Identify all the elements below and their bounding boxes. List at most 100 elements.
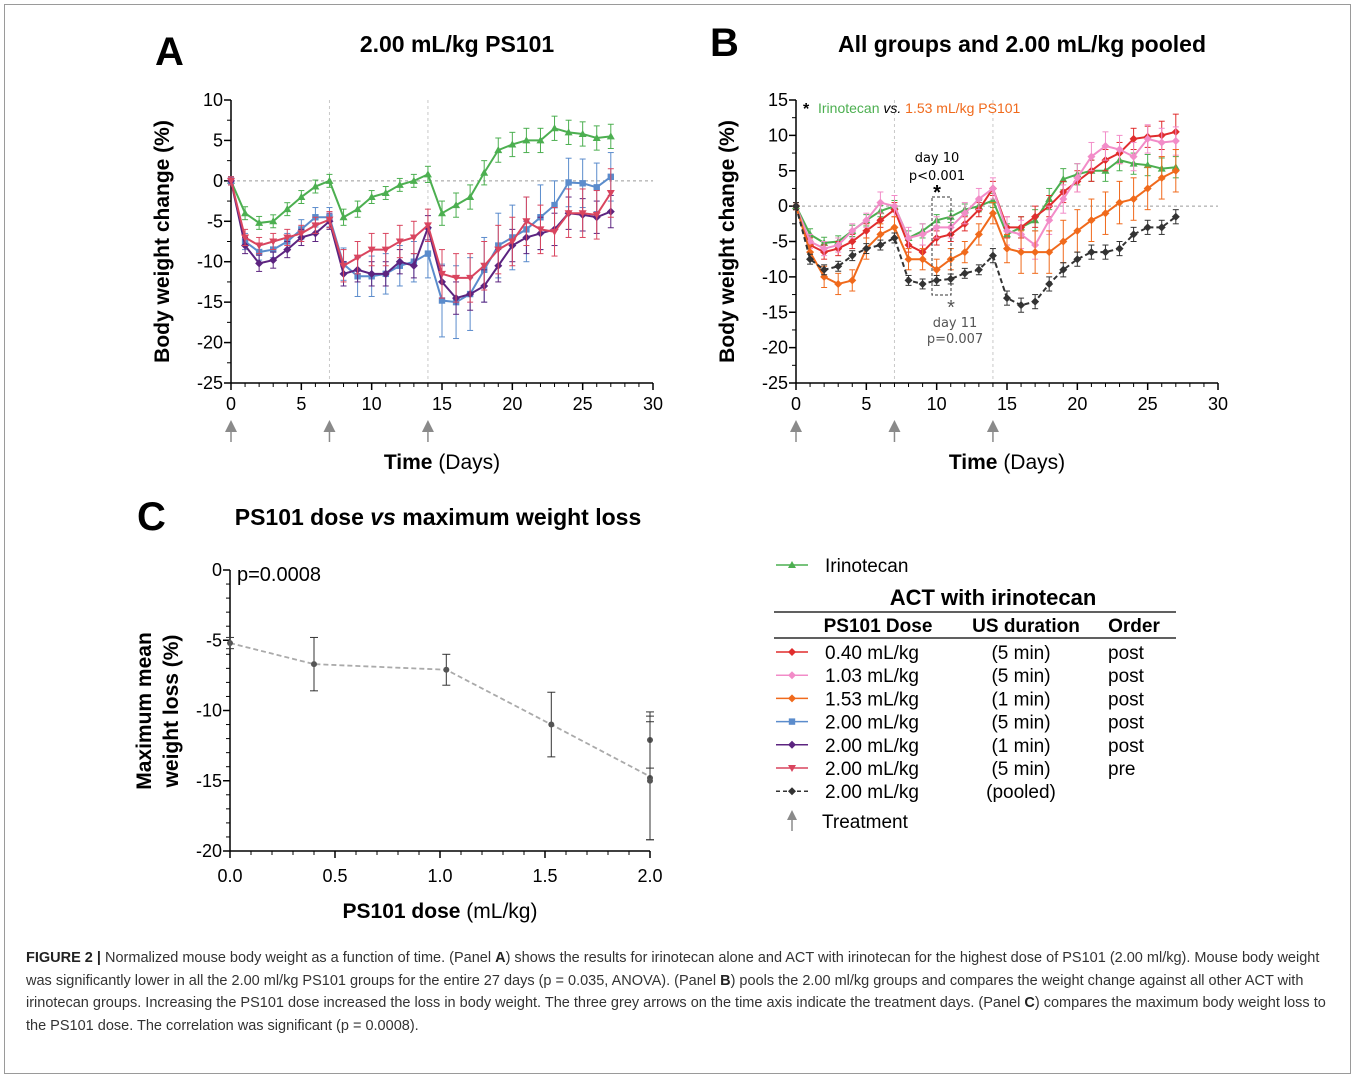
data-point	[593, 184, 600, 191]
panel-title: All groups and 2.00 mL/kg pooled	[838, 31, 1206, 57]
data-point	[904, 255, 913, 264]
y-tick-label: 15	[768, 90, 788, 110]
data-point	[876, 241, 885, 250]
figure-caption: FIGURE 2 | Normalized mouse body weight …	[26, 950, 1326, 1034]
y-tick-label: -25	[762, 373, 788, 393]
legend-row-order: pre	[1108, 759, 1135, 780]
treatment-arrow-head	[986, 420, 999, 432]
data-point	[1017, 248, 1026, 257]
data-point	[241, 209, 250, 217]
data-point	[918, 255, 927, 264]
p-value: p=0.0008	[237, 564, 321, 586]
data-point	[578, 210, 587, 218]
data-point	[1129, 230, 1138, 239]
legend: Irinotecan ACT with irinotecan PS101 Dose U…	[774, 556, 1176, 833]
data-point	[960, 269, 969, 278]
data-point	[1059, 195, 1068, 204]
data-point	[834, 241, 843, 250]
data-point	[918, 230, 927, 239]
data-point	[381, 269, 390, 278]
legend-swatch-marker	[788, 648, 796, 656]
data-point	[1073, 173, 1082, 182]
x-axis-label: PS101 dose (mL/kg)	[343, 900, 538, 923]
series-line	[795, 137, 1176, 250]
legend-label-irinotecan: Irinotecan	[825, 556, 908, 577]
data-point	[1087, 216, 1096, 225]
data-point	[1129, 152, 1138, 161]
significance-note: Irinotecan vs. 1.53 mL/kg PS101	[818, 100, 1021, 116]
data-point	[325, 176, 334, 184]
data-point	[876, 230, 885, 239]
data-point	[494, 146, 503, 154]
panel-c: C PS101 dose vs maximum weight loss 0 -5 -10…	[133, 495, 663, 923]
legend-swatch-marker	[788, 718, 796, 725]
y-axis-label-line2: weight loss (%)	[160, 635, 183, 789]
legend-header-us: US duration	[972, 616, 1080, 637]
y-tick-label: 10	[768, 125, 788, 145]
data-point	[297, 193, 306, 201]
data-point	[792, 202, 800, 211]
legend-header-order: Order	[1108, 616, 1160, 637]
x-axis-label: Time (Days)	[949, 451, 1065, 474]
x-tick-label: 1.0	[427, 866, 452, 886]
caption-panel-a: A	[495, 950, 506, 966]
data-point	[988, 251, 997, 260]
legend-swatch-marker	[788, 765, 796, 772]
data-point	[974, 195, 983, 204]
caption-panel-c: C	[1024, 995, 1035, 1011]
y-tick-label: -10	[762, 267, 788, 287]
data-point	[1003, 244, 1011, 253]
data-point	[395, 238, 404, 246]
y-tick-label: -25	[197, 373, 223, 393]
legend-table-title: ACT with irinotecan	[890, 585, 1097, 610]
legend-row-us: (1 min)	[991, 736, 1050, 757]
data-point	[904, 233, 913, 242]
panel-letter: B	[710, 21, 739, 65]
data-point	[862, 244, 871, 253]
data-point	[395, 180, 404, 188]
x-tick-label: 10	[927, 394, 947, 414]
data-point	[848, 226, 857, 235]
y-tick-label: 0	[212, 560, 222, 580]
data-point	[269, 256, 278, 265]
data-point	[1073, 226, 1082, 235]
x-tick-label: 20	[502, 394, 522, 414]
data-point	[409, 176, 418, 184]
panel-title: 2.00 mL/kg PS101	[360, 31, 555, 57]
legend-row-dose: 2.00 mL/kg	[825, 759, 919, 780]
data-point	[353, 254, 362, 262]
legend-row-us: (pooled)	[986, 782, 1056, 803]
series-line	[230, 180, 612, 279]
x-tick-label: 0	[226, 394, 236, 414]
significance-star: *	[803, 101, 810, 118]
data-point	[1031, 297, 1040, 306]
legend-row-order: post	[1108, 689, 1145, 710]
treatment-arrow-head	[323, 420, 336, 432]
data-point	[960, 248, 969, 257]
x-tick-label: 0.5	[322, 866, 347, 886]
data-point	[890, 202, 899, 211]
y-tick-label: -5	[206, 630, 222, 650]
data-point	[367, 269, 376, 278]
annotation-box	[931, 196, 952, 296]
data-point	[988, 209, 997, 218]
y-tick-label: -5	[772, 232, 788, 252]
data-point	[255, 242, 264, 250]
series-irinotecan	[227, 115, 615, 230]
data-point	[227, 177, 235, 185]
data-point	[339, 213, 348, 221]
data-point	[480, 262, 489, 270]
data-point	[1087, 152, 1096, 161]
data-point	[578, 129, 587, 137]
data-point	[255, 259, 264, 268]
data-point	[1101, 209, 1110, 218]
data-point	[1073, 255, 1082, 264]
data-point	[283, 234, 292, 242]
caption-text-3: ) pools the 2.00 ml/kg groups and compar…	[26, 972, 1304, 1012]
series-line	[795, 169, 1177, 286]
data-point	[381, 246, 390, 254]
legend-swatch-marker	[788, 671, 796, 680]
data-point	[565, 179, 572, 186]
data-point	[1087, 248, 1096, 257]
